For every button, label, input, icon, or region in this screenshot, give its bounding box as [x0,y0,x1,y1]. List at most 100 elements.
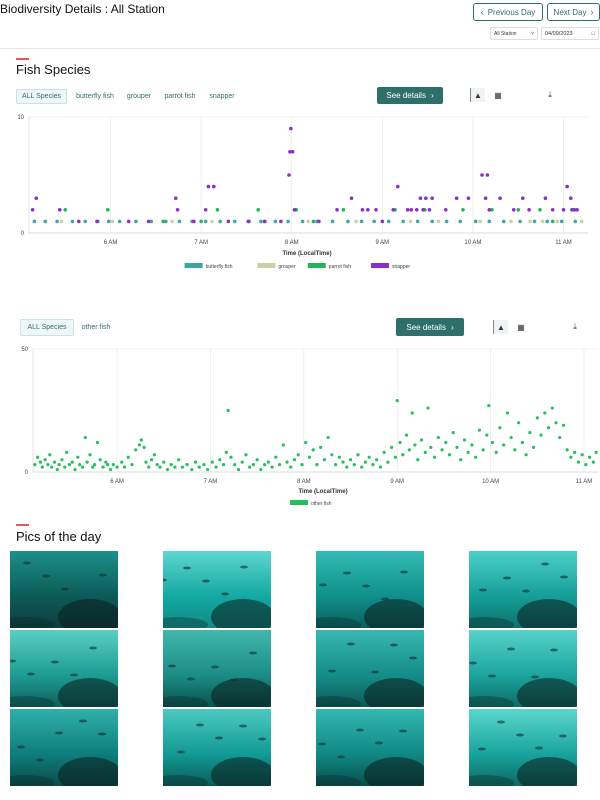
data-point[interactable] [404,433,409,437]
data-point[interactable] [134,219,138,224]
data-point[interactable] [558,435,562,440]
data-point[interactable] [429,445,433,449]
data-point[interactable] [83,219,87,224]
data-point[interactable] [416,458,420,462]
data-point[interactable] [518,219,522,224]
data-point[interactable] [432,455,437,459]
data-point[interactable] [410,411,414,415]
data-point[interactable] [575,208,579,212]
data-point[interactable] [447,453,452,457]
data-point[interactable] [352,463,356,467]
data-point[interactable] [255,458,259,462]
data-point[interactable] [360,465,364,469]
data-point[interactable] [326,435,330,440]
data-point[interactable] [270,465,274,469]
data-point[interactable] [378,465,383,469]
data-point[interactable] [565,448,569,452]
data-point[interactable] [573,450,577,454]
underwater-photo[interactable] [469,551,577,628]
data-point[interactable] [115,465,119,469]
data-point[interactable] [527,208,531,212]
data-point[interactable] [277,463,282,467]
data-point[interactable] [494,450,498,454]
data-point[interactable] [380,219,385,224]
data-point[interactable] [70,460,74,464]
data-point[interactable] [214,465,218,469]
data-point[interactable] [341,208,346,212]
data-point[interactable] [539,433,543,437]
underwater-photo[interactable] [10,709,118,786]
data-point[interactable] [543,411,547,415]
data-point[interactable] [93,463,97,467]
data-point[interactable] [285,460,289,464]
data-point[interactable] [580,453,584,457]
data-point[interactable] [462,438,467,442]
data-point[interactable] [48,453,52,457]
data-point[interactable] [348,458,353,462]
data-point[interactable] [106,463,110,467]
data-point[interactable] [259,467,263,472]
data-point[interactable] [34,196,39,200]
data-point[interactable] [511,208,516,212]
data-point[interactable] [333,463,338,467]
data-point[interactable] [288,150,292,154]
data-point[interactable] [455,445,459,449]
data-point[interactable] [203,219,208,224]
data-point[interactable] [407,448,411,452]
data-point[interactable] [517,421,521,425]
data-point[interactable] [366,208,370,212]
underwater-photo[interactable] [316,709,424,786]
data-point[interactable] [78,463,82,467]
data-point[interactable] [415,219,420,224]
fish-filter-grouper[interactable]: grouper [123,89,155,104]
data-point[interactable] [451,431,455,435]
data-point[interactable] [349,196,354,200]
data-point[interactable] [229,455,233,459]
data-point[interactable] [63,465,67,469]
underwater-photo[interactable] [163,709,271,786]
data-point[interactable] [287,173,291,177]
data-point[interactable] [122,465,127,469]
data-point[interactable] [538,208,542,212]
data-point[interactable] [244,453,248,457]
data-point[interactable] [490,208,494,212]
fish-filter-all-species[interactable]: ALL Species [16,89,67,104]
data-point[interactable] [354,219,358,224]
data-point[interactable] [458,219,463,224]
table-view-toggle[interactable]: ▦ [491,88,505,102]
data-point[interactable] [359,219,364,224]
data-point[interactable] [146,219,151,224]
data-point[interactable] [319,445,323,449]
data-point[interactable] [559,219,564,224]
data-point[interactable] [292,458,297,462]
data-point[interactable] [289,465,293,469]
data-point[interactable] [393,455,397,459]
data-point[interactable] [317,219,321,224]
download-button[interactable]: ⤓ [568,320,582,334]
data-point[interactable] [485,433,489,437]
fish-filter-butterfly[interactable]: butterfly fish [72,89,118,104]
data-point[interactable] [77,219,81,224]
data-point[interactable] [59,219,64,224]
data-point[interactable] [375,458,379,462]
data-point[interactable] [401,453,405,457]
data-point[interactable] [426,406,430,410]
data-point[interactable] [550,406,554,410]
table-view-toggle[interactable]: ▦ [514,320,528,334]
data-point[interactable] [193,460,198,464]
data-point[interactable] [466,196,471,200]
underwater-photo[interactable] [469,709,577,786]
data-point[interactable] [147,465,151,469]
data-point[interactable] [345,465,349,469]
data-point[interactable] [395,184,400,189]
underwater-photo[interactable] [163,630,271,707]
data-point[interactable] [430,219,434,224]
data-point[interactable] [300,219,305,224]
data-point[interactable] [67,463,72,467]
underwater-photo[interactable] [469,630,577,707]
data-point[interactable] [300,463,304,467]
data-point[interactable] [444,440,448,445]
data-point[interactable] [32,219,37,224]
underwater-photo[interactable] [316,630,424,707]
chart-view-toggle[interactable]: ▲ [493,320,508,334]
